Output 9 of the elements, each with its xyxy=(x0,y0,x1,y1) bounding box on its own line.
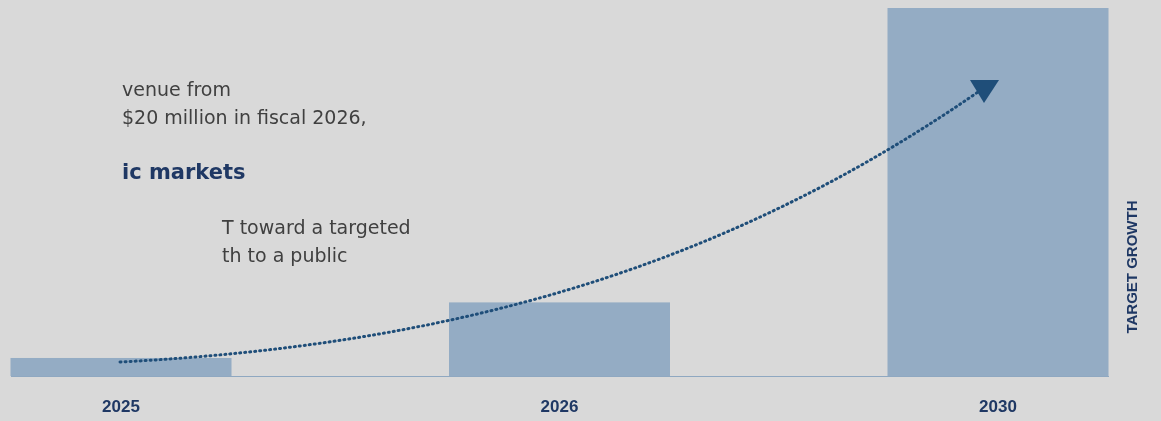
annotation: $20 million in fiscal 2026, xyxy=(122,106,367,128)
x-tick-label: 2025 xyxy=(102,397,140,416)
x-tick-label: 2026 xyxy=(540,397,579,416)
y-axis-title: TARGET GROWTH xyxy=(1123,200,1140,334)
annotation: th to a public xyxy=(222,244,348,266)
annotation: ic markets xyxy=(122,160,246,184)
annotation: venue from xyxy=(122,78,231,100)
annotation: T toward a targeted xyxy=(221,216,411,238)
x-tick-label: 2030 xyxy=(979,397,1017,416)
